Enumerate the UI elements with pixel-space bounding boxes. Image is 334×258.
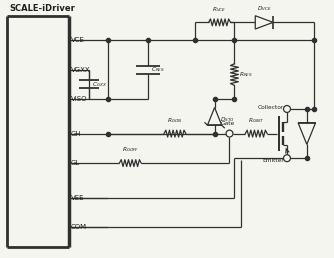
Circle shape bbox=[226, 130, 233, 137]
Text: GH: GH bbox=[71, 131, 81, 136]
Text: $R_{GOFF}$: $R_{GOFF}$ bbox=[122, 145, 139, 154]
Text: COM: COM bbox=[71, 224, 87, 230]
Text: $C_{GXX}$: $C_{GXX}$ bbox=[92, 80, 107, 89]
Text: $R_{RES}$: $R_{RES}$ bbox=[239, 70, 254, 79]
Text: $R_{GINT}$: $R_{GINT}$ bbox=[248, 116, 265, 125]
Text: Collector: Collector bbox=[258, 104, 284, 109]
Text: VCE: VCE bbox=[71, 37, 85, 43]
Circle shape bbox=[284, 155, 291, 162]
Text: $R_{VCE}$: $R_{VCE}$ bbox=[212, 5, 227, 13]
Text: $R_{GON}$: $R_{GON}$ bbox=[167, 116, 183, 125]
Text: VEE: VEE bbox=[71, 195, 84, 200]
Circle shape bbox=[284, 106, 291, 112]
Text: $C_{RES}$: $C_{RES}$ bbox=[151, 65, 165, 74]
Text: Emitter: Emitter bbox=[262, 158, 284, 163]
Text: GL: GL bbox=[71, 160, 80, 166]
Text: VGXX: VGXX bbox=[71, 67, 91, 72]
Text: $D_{STO}$: $D_{STO}$ bbox=[219, 115, 234, 124]
Text: VISO: VISO bbox=[71, 96, 87, 102]
Text: SCALE-iDriver: SCALE-iDriver bbox=[9, 4, 75, 13]
Text: Gate: Gate bbox=[220, 121, 234, 126]
Text: $D_{VCE}$: $D_{VCE}$ bbox=[257, 4, 272, 13]
